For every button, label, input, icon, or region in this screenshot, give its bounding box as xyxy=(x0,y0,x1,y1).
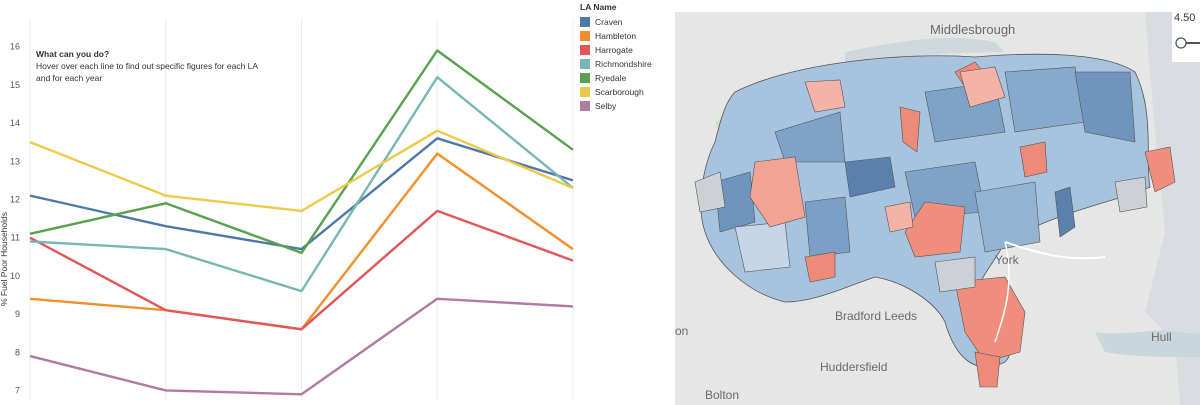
annotation-title: What can you do? xyxy=(36,49,110,59)
map-label-partial: on xyxy=(675,324,689,338)
district-red xyxy=(974,351,1001,388)
legend-item-selby[interactable]: Selby xyxy=(580,99,675,113)
series-line-harrogate[interactable] xyxy=(29,209,574,331)
series-line-craven[interactable] xyxy=(29,137,574,251)
legend-item-harrogate[interactable]: Harrogate xyxy=(580,43,675,57)
legend-item-craven[interactable]: Craven xyxy=(580,15,675,29)
series-line-ryedale[interactable] xyxy=(29,49,574,255)
district-red xyxy=(959,66,1006,108)
annotation-line-2: and for each year xyxy=(36,73,103,83)
y-tick-label: 11 xyxy=(11,233,20,243)
y-tick-label: 16 xyxy=(10,42,20,52)
district-grey xyxy=(694,171,726,213)
legend-swatch xyxy=(580,45,590,55)
legend-swatch xyxy=(580,87,590,97)
legend-label: Harrogate xyxy=(595,45,633,55)
legend-label: Hambleton xyxy=(595,31,637,41)
legend-label: Richmondshire xyxy=(595,59,652,69)
legend-swatch xyxy=(580,17,590,27)
chart-legend: LA Name Craven Hambleton Harrogate Richmond… xyxy=(580,2,675,113)
district-light xyxy=(714,171,756,233)
y-tick-label: 14 xyxy=(10,118,20,128)
y-axis-label: % Fuel Poor Households xyxy=(0,212,9,306)
legend-label: Selby xyxy=(595,101,617,111)
legend-swatch xyxy=(580,31,590,41)
choropleth-map[interactable] xyxy=(675,12,1200,405)
map-panel[interactable]: Middlesbrough York Bradford Leeds Hudder… xyxy=(675,12,1200,405)
map-label-york: York xyxy=(995,253,1019,267)
y-tick-label: 7 xyxy=(15,385,20,395)
legend-label: Ryedale xyxy=(595,73,627,83)
district-red xyxy=(899,106,921,153)
legend-item-ryedale[interactable]: Ryedale xyxy=(580,71,675,85)
legend-title: LA Name xyxy=(580,2,617,12)
district-grey xyxy=(1114,176,1148,213)
series-line-selby[interactable] xyxy=(29,297,574,396)
zoom-value: 4.50 xyxy=(1174,12,1196,24)
map-label-bradford-leeds: Bradford Leeds xyxy=(835,309,918,323)
legend-label: Scarborough xyxy=(595,87,644,97)
y-tick-label: 10 xyxy=(10,271,20,281)
district-dark xyxy=(1054,186,1076,238)
district-red xyxy=(884,201,914,233)
district-mid xyxy=(1074,71,1136,143)
estuary xyxy=(1095,330,1200,357)
map-label-bolton: Bolton xyxy=(705,388,740,402)
line-chart[interactable]: 7 8 9 10 11 12 13 14 15 16 % Fuel Poor Households xyxy=(0,0,580,405)
zoom-slider[interactable] xyxy=(1175,36,1200,50)
district-red xyxy=(1019,141,1048,178)
map-label-huddersfield: Huddersfield xyxy=(820,360,888,374)
y-tick-label: 15 xyxy=(10,80,20,90)
annotation-line-1: Hover over each line to find out specifi… xyxy=(36,61,259,71)
road xyxy=(1004,241,1106,260)
district-red xyxy=(749,156,806,228)
district-red xyxy=(804,251,836,283)
river-tees xyxy=(845,37,1005,62)
district-grey xyxy=(934,256,976,293)
district-red xyxy=(1144,146,1176,193)
y-tick-label: 12 xyxy=(10,194,20,204)
road xyxy=(994,241,1010,343)
legend-item-scarborough[interactable]: Scarborough xyxy=(580,85,675,99)
legend-item-richmondshire[interactable]: Richmondshire xyxy=(580,57,675,71)
map-label-hull: Hull xyxy=(1151,330,1172,344)
district-mid xyxy=(774,111,846,163)
legend-swatch xyxy=(580,73,590,83)
sea-area xyxy=(1145,12,1200,405)
district-mid xyxy=(974,181,1041,253)
legend-swatch xyxy=(580,101,590,111)
district-red xyxy=(804,79,846,113)
legend-item-hambleton[interactable]: Hambleton xyxy=(580,29,675,43)
legend-label: Craven xyxy=(595,17,623,27)
district-dark xyxy=(844,156,896,198)
zoom-control[interactable]: 4.50 xyxy=(1172,12,1200,62)
chart-annotation: What can you do? Hover over each line to… xyxy=(36,48,296,84)
y-tick-label: 8 xyxy=(15,347,20,357)
district-light xyxy=(734,221,791,273)
y-tick-label: 13 xyxy=(10,156,20,166)
district-light xyxy=(804,196,851,258)
line-chart-panel: 7 8 9 10 11 12 13 14 15 16% Fuel Poor Households … xyxy=(0,0,580,405)
district-mid xyxy=(1004,66,1086,133)
series-line-richmondshire[interactable] xyxy=(29,76,574,293)
zoom-handle xyxy=(1175,37,1187,49)
map-label-middlesbrough: Middlesbrough xyxy=(930,22,1016,37)
legend-swatch xyxy=(580,59,590,69)
series-line-scarborough[interactable] xyxy=(29,129,574,213)
y-tick-label: 9 xyxy=(15,309,20,319)
